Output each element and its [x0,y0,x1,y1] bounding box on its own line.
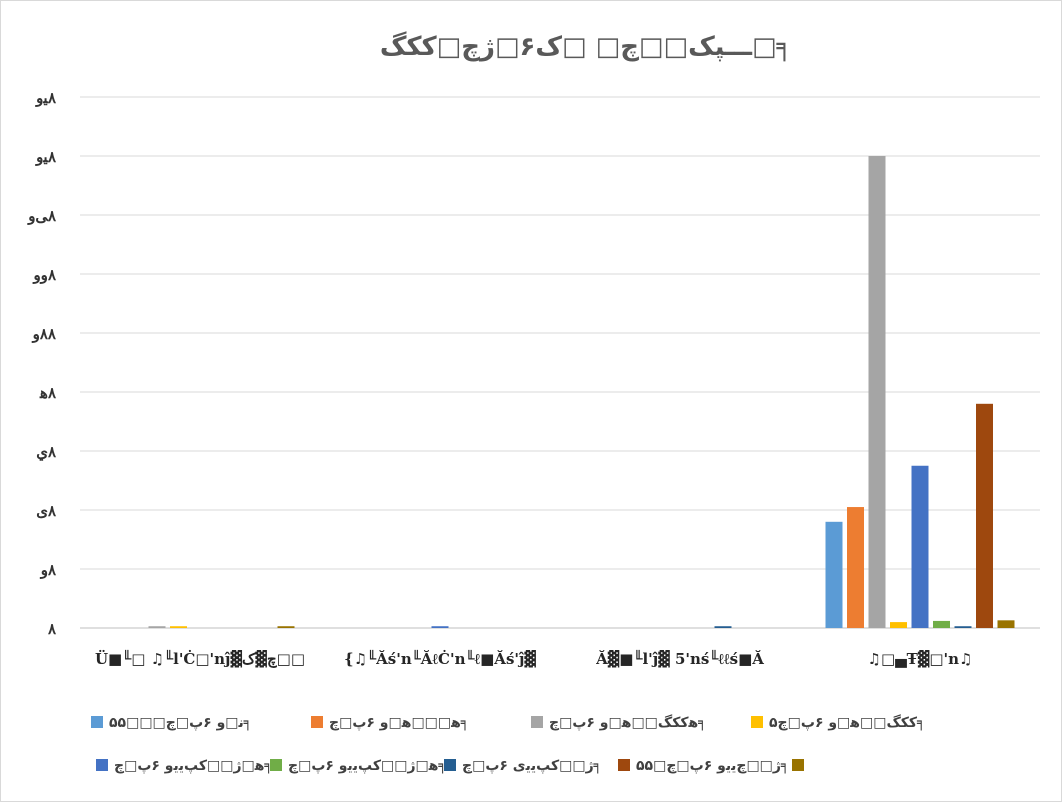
bar [997,620,1015,628]
x-tick-label: ♫□▄Ŧ▓□'n♫ [868,650,973,668]
y-tick-label: ٨ی [36,502,57,520]
x-tick-label: Ü■╙□ ♫╙l'Ċ□'nĵ▓چ▓ک□□ [95,649,305,668]
bar [847,507,864,628]
bar [911,465,929,628]
legend-swatch [311,716,323,728]
bar [933,620,950,628]
legend-swatch [444,759,456,771]
bar [277,626,295,628]
y-tick-label: ٨٨و [32,325,57,343]
bar [170,626,187,628]
chart-title: ـــپک□□چ□ □ک۶□ژچ□ککگ□╕ [380,31,792,62]
bar [431,626,449,628]
bar [976,403,993,628]
legend-label: ۵۵□□□ﻧ□و ۶پ□چ╕ [109,715,252,731]
legend-label: ﻫ□□□ﻫ□و ۶پ□چ╕ [329,715,469,731]
y-tick-label: ٨ي [36,443,57,462]
legend-label: ﻫککگ□□ﻫ□و ۶پ□چ╕ [549,714,707,731]
y-tick-label: ٨ [47,620,57,638]
bars [148,156,1015,628]
legend-swatch [96,759,108,771]
gridlines [80,96,1040,629]
bar [890,622,907,628]
legend-label: ﻫ□ژ□□کپﯾﯾو ۶پ□چ╕ [288,758,447,774]
y-tick-label: ٨ﻴو [35,89,57,107]
y-tick-label: ٨ﻫ [39,384,57,402]
legend: ۵۵□□□ﻧ□و ۶پ□چ╕ ﻫ□□□ﻫ□و ۶پ□چ╕ ﻫککگ□□ﻫ□و ۶پ□… [91,714,926,774]
bar [825,521,843,628]
y-tick-label: ٨ﻰو [27,207,57,225]
legend-swatch [792,759,804,771]
x-axis-labels: Ü■╙□ ♫╙l'Ċ□'nĵ▓چ▓ک□□ {♫╙Ăś'n╙ĂℓĊ'n╙ℓ■Ăś'ĵ… [95,649,973,668]
legend-label: ۵ککگ□□ﻫ□و ۶پ□چ╕ [769,714,926,731]
y-tick-label: ٨وو [32,266,57,284]
legend-swatch [618,759,630,771]
bar [714,626,732,628]
x-tick-label: {♫╙Ăś'n╙ĂℓĊ'n╙ℓ■Ăś'ĵ▓ [344,649,536,668]
legend-swatch [270,759,282,771]
legend-label: ۵۵□ژ□□چﯾﯾو ۶پ□چ╕ [636,758,789,774]
legend-swatch [531,716,543,728]
legend-swatch [91,716,103,728]
bar [954,626,972,628]
legend-label: ﻫ□ژ□□کپﯾﯾو ۶پ□چ╕ [114,758,273,774]
bar [148,626,166,628]
y-tick-label: ٨ﻴو [35,148,57,166]
x-tick-label: Ă▓■╙l'ĵ▓ 5'nś╙ℓℓś■Ă [595,649,764,668]
y-tick-label: ٨و [40,561,57,579]
bar [868,156,886,628]
legend-label: ژ□□کپﯾﯾی ۶پ□چ╕ [462,758,602,774]
legend-swatch [751,716,763,728]
